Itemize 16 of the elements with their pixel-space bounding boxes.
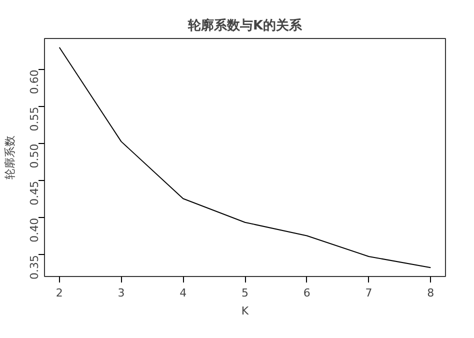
- y-tick-label: 0.45: [28, 180, 41, 206]
- x-tick-label: 5: [242, 286, 248, 300]
- y-tick-label: 0.35: [28, 254, 41, 280]
- y-tick-label: 0.50: [28, 144, 41, 168]
- x-tick-label: 3: [118, 286, 125, 300]
- x-tick-label: 6: [303, 286, 310, 300]
- x-tick-label: 4: [180, 286, 187, 300]
- y-axis-title: 轮廓系数: [4, 136, 16, 180]
- x-tick-label: 8: [427, 286, 434, 300]
- chart-title: 轮廓系数与K的关系: [186, 18, 304, 34]
- x-tick-label: 2: [56, 286, 63, 300]
- y-tick-label: 0.60: [28, 70, 41, 94]
- y-tick-label: 0.55: [28, 106, 41, 132]
- x-axis-title: K: [241, 304, 250, 318]
- x-tick-label: 7: [365, 286, 372, 300]
- y-tick-label: 0.40: [28, 218, 41, 242]
